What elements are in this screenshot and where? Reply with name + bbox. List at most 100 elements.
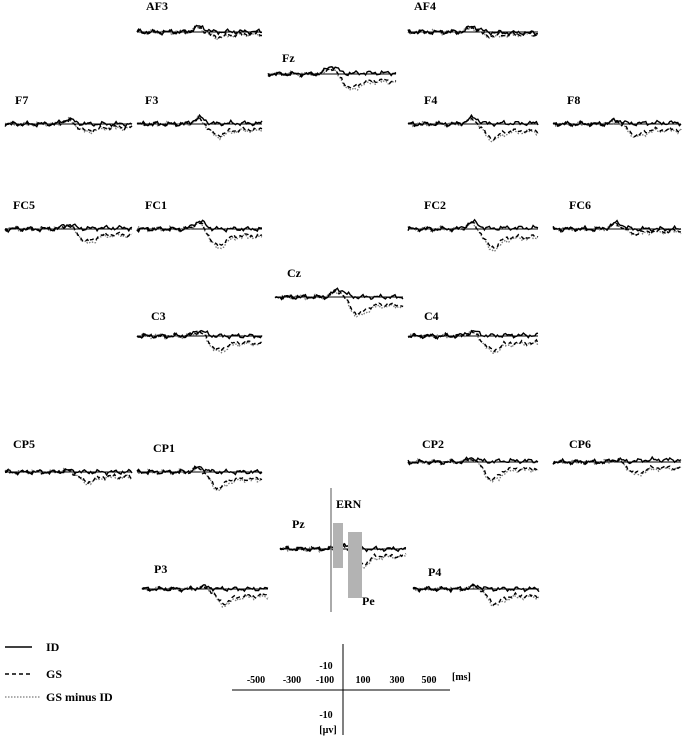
panel-fc5: FC5 xyxy=(4,198,133,244)
pe-window xyxy=(348,532,362,598)
series-gs xyxy=(141,583,269,606)
series-id xyxy=(136,219,263,233)
x-tick-500: 500 xyxy=(422,675,437,686)
ern-window xyxy=(333,523,343,568)
panel-c4: C4 xyxy=(407,309,539,355)
ern-label: ERN xyxy=(336,497,362,511)
panel-cp1: CP1 xyxy=(136,441,263,492)
electrode-label: F3 xyxy=(145,93,158,107)
series-id xyxy=(267,66,397,79)
series-gs-minus-id xyxy=(136,115,263,141)
panel-p3: P3 xyxy=(141,562,269,608)
panel-fc6: FC6 xyxy=(552,198,682,237)
panel-cz: Cz xyxy=(274,266,404,318)
legend-label-gs: GS xyxy=(46,667,62,681)
electrode-label: FC1 xyxy=(145,198,167,212)
series-id xyxy=(552,219,682,233)
series-id xyxy=(136,329,263,340)
panel-c3: C3 xyxy=(136,309,263,354)
series-gs xyxy=(552,221,682,237)
panel-cp2: CP2 xyxy=(407,437,539,483)
electrode-label: P3 xyxy=(154,562,167,576)
series-gs xyxy=(412,584,540,606)
series-gs xyxy=(407,457,539,481)
series-gs xyxy=(267,67,397,90)
scale-axes: -500 -300 -100 100 300 500 [ms] -10 -10 … xyxy=(232,644,471,736)
electrode-label: Fz xyxy=(282,51,295,65)
electrode-panels: AF3 AF4 Fz F7 F3 F4 F8 FC5 FC1 FC2 FC6 Cz C3 C4 CP5 CP1… xyxy=(4,0,682,608)
series-gs xyxy=(136,116,263,139)
series-id xyxy=(407,329,539,340)
panel-fc2: FC2 xyxy=(407,198,539,253)
legend-label-gs-minus-id: GS minus ID xyxy=(46,690,113,704)
series-gs-minus-id xyxy=(136,26,263,41)
electrode-label: AF3 xyxy=(146,0,168,13)
panel-fc1: FC1 xyxy=(136,198,263,250)
electrode-label: FC6 xyxy=(569,198,591,212)
series-id xyxy=(274,287,404,301)
electrode-label: Pz xyxy=(292,517,305,531)
electrode-label: CP6 xyxy=(569,437,591,451)
series-gs-minus-id xyxy=(136,220,263,250)
series-gs xyxy=(136,222,263,248)
x-tick--100: -100 xyxy=(316,675,334,686)
panel-f7: F7 xyxy=(4,93,133,135)
electrode-label: P4 xyxy=(428,565,441,579)
panel-f8: F8 xyxy=(552,93,682,139)
series-id xyxy=(5,223,133,234)
series-gs xyxy=(137,466,263,491)
series-gs-minus-id xyxy=(136,330,263,354)
panel-p4: P4 xyxy=(412,565,540,608)
electrode-label: F7 xyxy=(15,93,28,107)
series-id xyxy=(552,117,682,128)
series-gs-minus-id xyxy=(552,120,682,139)
series-id xyxy=(412,583,540,594)
series-id xyxy=(407,218,539,233)
y-tick-lower: -10 xyxy=(319,710,332,721)
electrode-label: F4 xyxy=(424,93,437,107)
series-id xyxy=(552,455,682,466)
electrode-label: CP1 xyxy=(153,441,175,455)
electrode-label: FC2 xyxy=(424,198,446,212)
series-id xyxy=(407,456,539,466)
y-unit: [µv] xyxy=(319,725,336,736)
electrode-label: CP2 xyxy=(422,437,444,451)
pz-extras: ERN Pe xyxy=(330,488,375,612)
x-tick--300: -300 xyxy=(283,675,301,686)
panel-af3: AF3 xyxy=(136,0,263,41)
electrode-label: C4 xyxy=(424,309,439,323)
y-tick-upper: -10 xyxy=(319,661,332,672)
series-id xyxy=(407,113,539,128)
pe-label: Pe xyxy=(362,594,375,608)
series-id xyxy=(136,113,263,127)
x-unit: [ms] xyxy=(452,672,471,683)
electrode-label: C3 xyxy=(151,309,166,323)
series-id xyxy=(4,117,133,128)
electrode-label: FC5 xyxy=(13,198,35,212)
x-tick-300: 300 xyxy=(390,675,405,686)
series-id xyxy=(4,468,133,477)
panel-fz: Fz xyxy=(267,51,397,92)
series-id xyxy=(136,465,263,476)
series-id xyxy=(141,584,269,593)
series-id xyxy=(407,25,539,37)
legend: ID GS GS minus ID xyxy=(5,640,113,704)
series-gs-minus-id xyxy=(274,291,404,318)
electrode-label: CP5 xyxy=(13,437,35,451)
x-tick-100: 100 xyxy=(356,675,371,686)
panel-cp5: CP5 xyxy=(4,437,133,486)
panel-f3: F3 xyxy=(136,93,263,141)
x-tick--500: -500 xyxy=(247,675,265,686)
electrode-label: F8 xyxy=(567,93,580,107)
panel-cp6: CP6 xyxy=(552,437,682,477)
series-gs xyxy=(274,289,404,317)
electrode-label: AF4 xyxy=(414,0,436,13)
series-gs-minus-id xyxy=(407,27,539,39)
legend-label-id: ID xyxy=(46,640,60,654)
series-gs xyxy=(552,118,682,138)
panel-af4: AF4 xyxy=(407,0,539,40)
panel-f4: F4 xyxy=(407,93,539,143)
series-id xyxy=(136,24,263,37)
electrode-label: Cz xyxy=(287,266,302,280)
